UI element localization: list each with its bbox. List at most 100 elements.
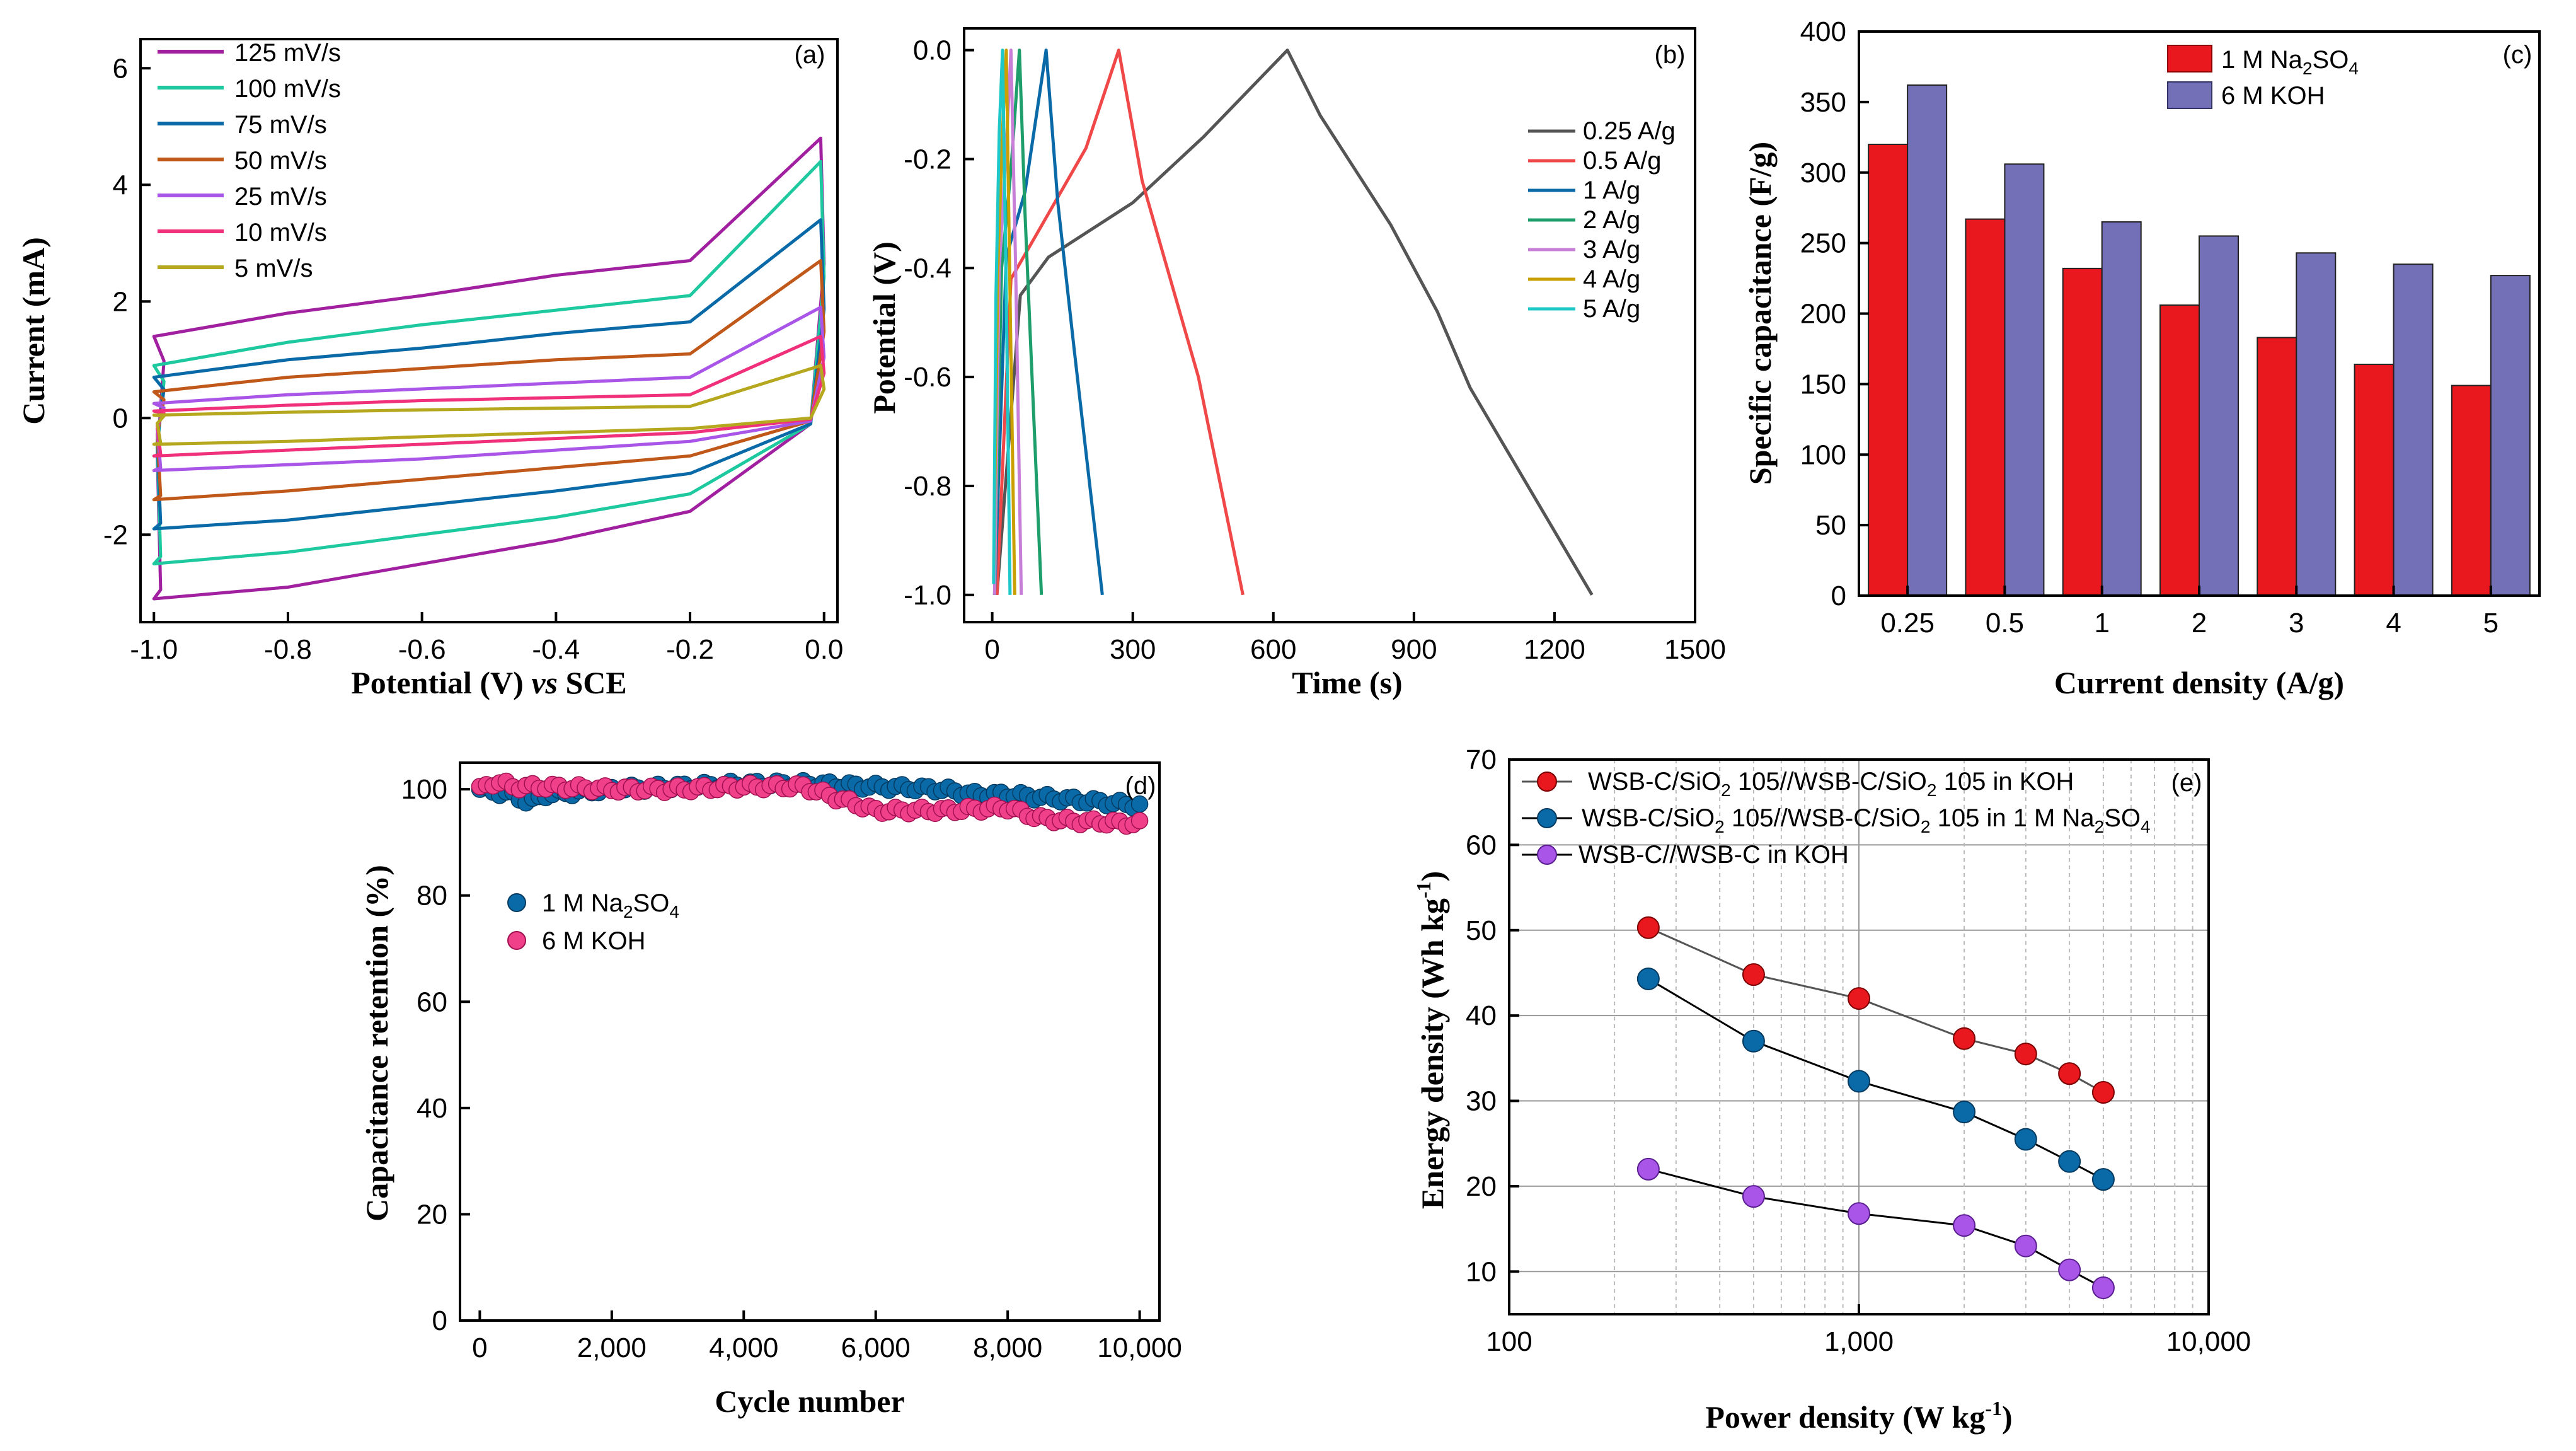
panel-e-leg1-b: 105//WSB-C/SiO — [1731, 768, 1927, 795]
panel-e-leg1-a: WSB-C/SiO — [1588, 768, 1721, 795]
panel-d-xtick-label-1: 2,000 — [577, 1332, 647, 1363]
panel-e-legend-label-1: WSB-C/SiO2 105//WSB-C/SiO2 105 in KOH — [1588, 768, 2074, 800]
panel-e-leg1-c: 105 in KOH — [1936, 768, 2074, 795]
panel-e-point-2-0 — [1636, 1157, 1660, 1181]
panel-e-point-2-5 — [2058, 1258, 2081, 1281]
panel-b-x-axis-label: Time (s) — [1292, 665, 1402, 700]
panel-b-ytick-label-0: -1.0 — [904, 580, 952, 611]
panel-c-ytick-label-6: 300 — [1800, 158, 1846, 188]
panel-c-y-ticks: 0 50 100 150 200 250 300 350 400 — [1800, 16, 1869, 611]
panel-a-y-axis-label: Current (mA) — [16, 237, 51, 425]
panel-e-ylabel-sup: -1 — [1412, 881, 1435, 898]
panel-d-cycling-stability: 0 2,000 4,000 6,000 8,000 10,000 0 20 40 60 80 100… — [359, 761, 1182, 1419]
panel-b-legend-label-5-a-g: 5 A/g — [1583, 295, 1640, 323]
panel-e-line-1 — [1648, 978, 2104, 1181]
panel-e-line-0 — [1648, 927, 2104, 1094]
panel-c-x-axis-label: Current density (A/g) — [2054, 665, 2344, 700]
panel-d-point-6-m-koh-100 — [1130, 812, 1149, 830]
panel-c-leg1-prefix: 1 M Na — [2221, 46, 2303, 74]
panel-e-leg2-a: WSB-C/SiO — [1582, 804, 1715, 832]
panel-c-bar-6-m-koh-2 — [2199, 235, 2239, 596]
panel-e-point-1-0 — [1636, 967, 1660, 990]
panel-b-series-0-25-a-g — [995, 49, 1594, 596]
panel-b-xtick-label-0: 0 — [984, 634, 999, 665]
panel-c-bar-1-m-na2so4-2 — [2159, 304, 2200, 596]
panel-d-ytick-label-2: 40 — [417, 1093, 447, 1124]
panel-b-y-ticks: -1.0 -0.8 -0.6 -0.4 -0.2 0.0 — [904, 35, 974, 611]
panel-e-leg1-s2: 2 — [1927, 780, 1937, 800]
panel-a-xlabel-main: Potential (V) — [351, 665, 531, 700]
panel-a-x-axis-label: Potential (V) vs SCE — [351, 665, 626, 700]
panel-b-label: (b) — [1655, 41, 1686, 69]
panel-b-ytick-label-2: -0.6 — [904, 362, 952, 393]
panel-e-point-1-4 — [2014, 1128, 2037, 1151]
panel-e-legend-marker-3 — [1537, 845, 1557, 865]
panel-a-legend-label-5-mv-s: 5 mV/s — [234, 255, 313, 282]
panel-e-point-1-6 — [2091, 1168, 2115, 1191]
panel-c-bar-1-m-na2so4-5 — [2451, 384, 2492, 596]
panel-c-legend-label-na2so4: 1 M Na2SO4 — [2221, 46, 2359, 78]
panel-b-xtick-label-1: 300 — [1110, 634, 1156, 665]
panel-c-bar-1-m-na2so4-1 — [2062, 267, 2103, 596]
panel-b-legend-label-4-a-g: 4 A/g — [1583, 265, 1640, 293]
panel-c-legend-swatch-na2so4 — [2167, 45, 2212, 72]
panel-d-ytick-label-1: 20 — [417, 1199, 447, 1230]
panel-c-xtick-label-6: 5 — [2483, 608, 2498, 639]
panel-b-xtick-label-4: 1200 — [1524, 634, 1585, 665]
panel-d-ytick-label-3: 60 — [417, 986, 447, 1017]
panel-a-label: (a) — [795, 41, 825, 69]
panel-a-ytick-label-2: 2 — [113, 286, 128, 317]
panel-e-xlabel-sup: -1 — [1985, 1397, 2002, 1419]
panel-d-x-axis-label: Cycle number — [715, 1384, 904, 1419]
panel-d-plot-area — [471, 772, 1149, 835]
panel-a-xtick-label-3: -0.4 — [532, 634, 580, 665]
panel-a-ytick-label-1: 0 — [113, 403, 128, 434]
panel-a-xtick-label-1: -0.8 — [264, 634, 312, 665]
panel-c-ytick-label-1: 50 — [1815, 510, 1846, 541]
panel-a-legend-label-100-mv-s: 100 mV/s — [234, 75, 341, 103]
panel-e-legend-label-3: WSB-C//WSB-C in KOH — [1578, 841, 1849, 869]
panel-b-legend-label-0-5-a-g: 0.5 A/g — [1583, 147, 1662, 175]
panel-e-legend: WSB-C/SiO2 105//WSB-C/SiO2 105 in KOH WS… — [1522, 768, 2151, 869]
panel-e-xtick-label-1: 1,000 — [1824, 1326, 1894, 1357]
panel-b-xtick-label-2: 600 — [1250, 634, 1296, 665]
panel-c-legend: 1 M Na2SO4 6 M KOH — [2167, 45, 2359, 110]
panel-e-label: (e) — [2171, 769, 2202, 797]
panel-d-legend-label-koh: 6 M KOH — [542, 927, 645, 955]
panel-e-ytick-label-4: 50 — [1466, 915, 1497, 946]
panel-a-legend-label-25-mv-s: 25 mV/s — [234, 183, 327, 211]
panel-e-leg2-s4: 4 — [2141, 817, 2151, 836]
panel-c-xtick-label-1: 0.5 — [1986, 608, 2024, 639]
panel-c-ytick-label-2: 100 — [1800, 439, 1846, 470]
panel-e-leg2-s3: 2 — [2095, 817, 2105, 836]
panel-c-leg1-sub2: 4 — [2349, 59, 2359, 78]
panel-e-ytick-label-3: 40 — [1466, 1000, 1497, 1031]
panel-d-xtick-label-0: 0 — [472, 1332, 487, 1363]
panel-e-y-axis-label: Energy density (Wh kg-1) — [1412, 871, 1450, 1209]
panel-d-leg1-sub1: 2 — [623, 902, 633, 922]
panel-e-legend-marker-1 — [1537, 772, 1557, 792]
panel-e-plot-area — [1636, 916, 2115, 1300]
panel-e-leg2-d: SO — [2104, 804, 2141, 832]
panel-b-legend-label-2-a-g: 2 A/g — [1583, 206, 1640, 234]
panel-a-legend-label-50-mv-s: 50 mV/s — [234, 147, 327, 175]
panel-b-frame — [963, 27, 1696, 623]
panel-b-legend: 0.25 A/g0.5 A/g1 A/g2 A/g3 A/g4 A/g5 A/g — [1528, 117, 1676, 323]
panel-a-ytick-label-0: -2 — [103, 519, 128, 550]
panel-c-xtick-label-3: 2 — [2192, 608, 2207, 639]
panel-e-point-2-4 — [2014, 1234, 2037, 1257]
panel-e-ylabel-main: Energy density (Wh kg — [1415, 898, 1450, 1209]
panel-c-bar-1-m-na2so4-0-5 — [1965, 218, 2006, 596]
panel-c-legend-label-koh: 6 M KOH — [2221, 82, 2325, 110]
panel-e-point-0-3 — [1953, 1027, 1976, 1050]
panel-c-bar-1-m-na2so4-4 — [2354, 364, 2395, 596]
panel-d-ytick-label-5: 100 — [401, 774, 447, 805]
panel-a-legend-label-75-mv-s: 75 mV/s — [234, 111, 327, 139]
panel-a-xtick-label-5: 0.0 — [805, 634, 843, 665]
panel-a-cv-curves: -1.0 -0.8 -0.6 -0.4 -0.2 0.0 -2 0 2 4 6 (a) Poten… — [16, 38, 843, 700]
panel-e-line-2 — [1648, 1168, 2104, 1289]
panel-a-xtick-label-2: -0.6 — [398, 634, 446, 665]
panel-c-capacitance-bars: 0.25 0.5 1 2 3 4 5 0 50 100 150 200 250 300 350 400 (c… — [1742, 16, 2541, 700]
panel-e-point-1-3 — [1953, 1101, 1976, 1124]
